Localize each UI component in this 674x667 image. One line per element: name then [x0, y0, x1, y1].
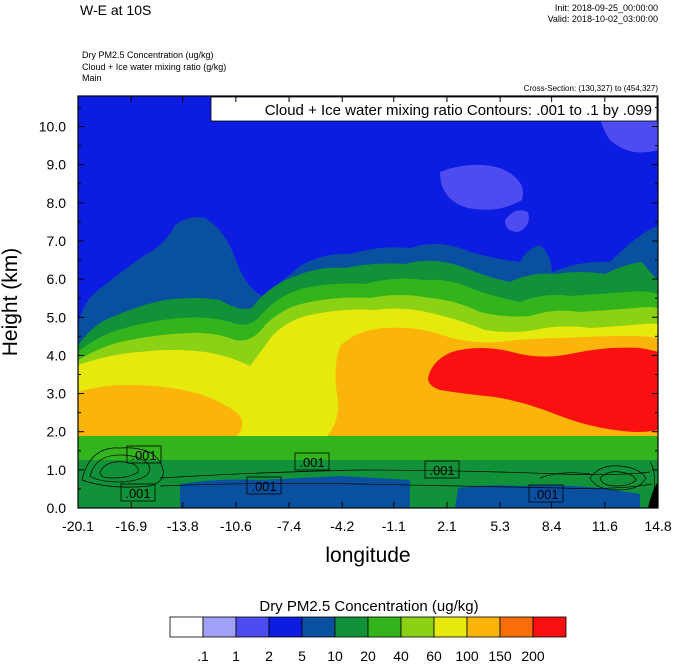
contour-line [89, 454, 151, 483]
contour-line [159, 469, 651, 479]
field-label-main: Main [82, 73, 102, 83]
colorbar-swatch [466, 616, 501, 638]
light-blue-patch [440, 164, 524, 210]
colorbar-label: 40 [393, 648, 409, 664]
cloud-contours [81, 447, 655, 491]
axes: -20.1 -16.9 -13.8 -10.6 -7.4 -4.2 -1.1 2.1 5.3 8.… [39, 96, 672, 534]
contour-label-box [528, 484, 564, 503]
colorbar-label: 2 [265, 648, 273, 664]
light-blue-patch [505, 210, 529, 232]
colorbar-swatch [367, 616, 402, 638]
y-tick-label: 7.0 [47, 233, 67, 249]
surface-blue-pocket [180, 476, 410, 508]
colorbar-label: 60 [426, 648, 442, 664]
y-tick-label: 3.0 [47, 386, 67, 402]
colorbar-label: 200 [521, 648, 545, 664]
x-tick-label: -1.1 [382, 518, 406, 534]
y-tick-label: 4.0 [47, 347, 67, 363]
x-tick-label: -7.4 [277, 518, 301, 534]
colorbar-label: .1 [197, 648, 209, 664]
x-tick-label: 11.6 [592, 518, 618, 534]
layer-200 [428, 347, 658, 432]
contour-line [599, 471, 637, 487]
colorbar-swatch [268, 616, 303, 638]
y-tick-label: 1.0 [47, 462, 67, 478]
y-tick-label: 10.0 [39, 119, 66, 135]
init-time: Init: 2018-09-25_00:00:00 [554, 3, 658, 13]
contour-labels: .001 .001 .001 .001 .001 .001 [120, 445, 564, 503]
colorbar-label: 1 [232, 648, 240, 664]
field-label-pm25: Dry PM2.5 Concentration (ug/kg) [82, 50, 214, 60]
colorbar-title: Dry PM2.5 Concentration (ug/kg) [259, 598, 478, 615]
x-axis-label: longitude [325, 544, 410, 567]
cross-section-label: Cross-Section: (130,327) to (454,327) [523, 84, 658, 93]
overlay-title-box [210, 96, 658, 122]
y-tick-label: 2.0 [47, 424, 67, 440]
colorbar-swatch [433, 616, 468, 638]
colorbar: .1 1 2 5 10 20 40 60 100 150 200 [169, 616, 567, 664]
contour-line [81, 447, 164, 488]
x-tick-label: -4.2 [330, 518, 354, 534]
x-tick-label: 2.1 [437, 518, 457, 534]
shaded-field [78, 96, 658, 508]
contour-label: .001 [429, 463, 454, 478]
contour-line [649, 461, 655, 491]
x-tick-label: -16.9 [115, 518, 147, 534]
x-tick-label: -20.1 [62, 518, 94, 534]
colorbar-label: 5 [298, 648, 306, 664]
field-label-cloud: Cloud + Ice water mixing ratio (g/kg) [82, 62, 227, 72]
colorbar-swatch [235, 616, 270, 638]
colorbar-swatch [301, 616, 336, 638]
contour-line [589, 465, 647, 491]
colorbar-swatch [334, 616, 369, 638]
y-tick-label: 0.0 [47, 500, 67, 516]
y-tick-label: 8.0 [47, 195, 67, 211]
surface-blue-pocket [455, 485, 640, 508]
contour-label: .001 [251, 479, 276, 494]
contour-label-box [126, 445, 162, 464]
colorbar-label: 100 [455, 648, 479, 664]
y-axis-label: Height (km) [0, 248, 22, 357]
x-tick-label: -10.6 [220, 518, 252, 534]
colorbar-swatch [499, 616, 534, 638]
plot-title: W-E at 10S [80, 2, 152, 18]
x-tick-label: 14.8 [644, 518, 671, 534]
contour-label: .001 [299, 455, 324, 470]
colorbar-label: 150 [488, 648, 512, 664]
colorbar-label: 20 [360, 648, 376, 664]
x-tick-label: 5.3 [490, 518, 510, 534]
contour-label-box [424, 460, 460, 479]
contour-line [539, 472, 591, 479]
contour-line [159, 482, 653, 489]
colorbar-swatch [169, 616, 204, 638]
contour-label: .001 [533, 487, 558, 502]
contour-label: .001 [125, 486, 150, 501]
valid-time: Valid: 2018-10-02_03:00:00 [547, 14, 658, 24]
contour-label-box [246, 476, 282, 495]
y-tick-label: 5.0 [47, 309, 67, 325]
x-tick-label: -13.8 [167, 518, 199, 534]
y-tick-label: 6.0 [47, 271, 67, 287]
colorbar-swatch [202, 616, 237, 638]
colorbar-swatch [400, 616, 435, 638]
contour-label-box [120, 483, 156, 502]
plot-frame [77, 95, 659, 509]
x-tick-label: 8.4 [542, 518, 562, 534]
contour-label-box [294, 452, 330, 471]
contour-line [99, 461, 139, 479]
y-tick-label: 9.0 [47, 157, 67, 173]
colorbar-swatch [532, 616, 567, 638]
contour-label: .001 [131, 448, 156, 463]
overlay-title: Cloud + Ice water mixing ratio Contours:… [265, 102, 652, 119]
colorbar-label: 10 [327, 648, 343, 664]
